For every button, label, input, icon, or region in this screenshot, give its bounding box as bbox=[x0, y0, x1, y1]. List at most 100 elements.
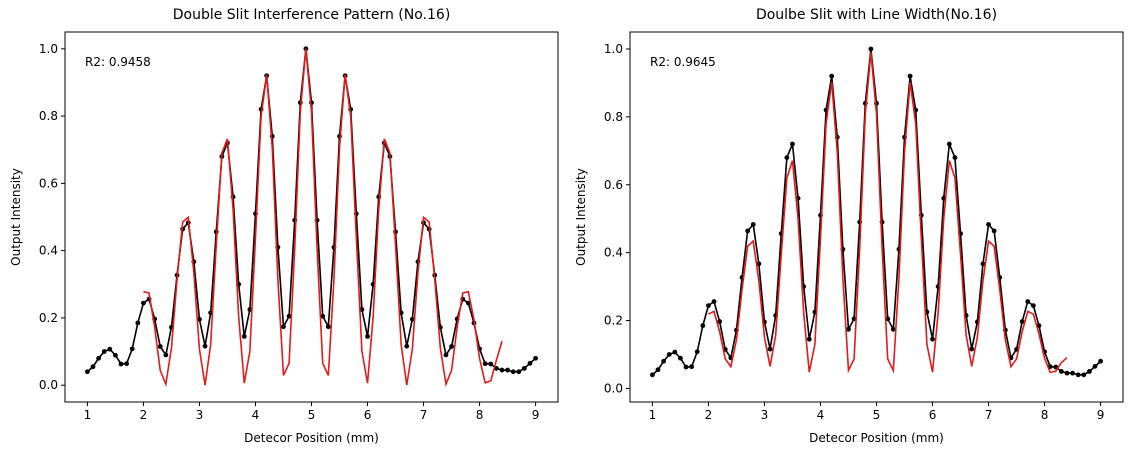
annotation: R2: 0.9645 bbox=[650, 55, 716, 69]
axes-frame bbox=[64, 31, 559, 403]
axes-frame bbox=[629, 31, 1124, 403]
data-point bbox=[745, 228, 751, 234]
data-point bbox=[488, 361, 494, 367]
data-point bbox=[930, 336, 935, 342]
y-tick-label: 0.4 bbox=[39, 244, 58, 258]
data-point bbox=[678, 355, 683, 361]
data-point bbox=[1058, 369, 1064, 374]
subplot: Doulbe Slit with Line Width(No.16) Deteco… bbox=[574, 7, 1124, 445]
subplot: Double Slit Interference Pattern (No.16)… bbox=[9, 7, 559, 445]
y-axis-label: Output Intensity bbox=[574, 168, 588, 266]
x-tick-label: 5 bbox=[873, 408, 881, 422]
data-point bbox=[85, 369, 90, 375]
data-point bbox=[672, 349, 678, 355]
series-line bbox=[651, 48, 1102, 376]
data-point bbox=[986, 222, 991, 227]
data-point bbox=[113, 352, 118, 358]
data-point bbox=[320, 313, 326, 319]
data-point bbox=[980, 261, 986, 267]
data-point bbox=[991, 228, 997, 234]
x-tick-label: 6 bbox=[929, 408, 937, 422]
data-point bbox=[694, 349, 700, 355]
data-point bbox=[1098, 358, 1103, 364]
data-point bbox=[1064, 370, 1070, 376]
y-axis-label: Output Intensity bbox=[9, 168, 23, 266]
data-point bbox=[449, 344, 454, 349]
y-tick-label: 0.0 bbox=[604, 381, 623, 395]
data-point bbox=[499, 367, 505, 373]
data-point bbox=[409, 316, 415, 322]
data-point bbox=[1025, 299, 1031, 304]
data-point bbox=[868, 46, 874, 52]
data-point bbox=[1081, 372, 1087, 378]
series-line bbox=[143, 48, 503, 388]
x-axis-label: Detecor Position (mm) bbox=[244, 431, 379, 445]
data-point bbox=[516, 369, 522, 375]
data-point bbox=[846, 326, 851, 332]
data-point bbox=[135, 320, 141, 326]
data-point bbox=[907, 73, 913, 79]
plot-area bbox=[650, 46, 1103, 378]
y-tick-label: 0.8 bbox=[604, 110, 623, 124]
y-tick-label: 1.0 bbox=[604, 42, 623, 56]
x-tick-label: 2 bbox=[705, 408, 713, 422]
data-point bbox=[1092, 363, 1098, 369]
data-point bbox=[521, 365, 527, 371]
y-tick-label: 0.6 bbox=[604, 178, 623, 192]
data-point bbox=[157, 344, 163, 349]
y-tick-label: 0.2 bbox=[604, 314, 623, 328]
data-point bbox=[890, 326, 896, 332]
data-point bbox=[655, 367, 661, 373]
data-point bbox=[90, 364, 96, 370]
data-point bbox=[1075, 372, 1081, 378]
data-point bbox=[1086, 369, 1092, 374]
data-point bbox=[661, 358, 667, 364]
data-point bbox=[163, 352, 169, 358]
data-point bbox=[1030, 303, 1036, 308]
data-point bbox=[756, 261, 762, 267]
x-tick-label: 2 bbox=[140, 408, 148, 422]
data-point bbox=[241, 334, 247, 339]
data-point bbox=[806, 336, 812, 342]
x-tick-label: 9 bbox=[1097, 408, 1105, 422]
data-point bbox=[124, 361, 130, 367]
data-point bbox=[1070, 370, 1075, 376]
data-point bbox=[706, 303, 711, 308]
data-point bbox=[767, 346, 773, 352]
x-tick-label: 5 bbox=[308, 408, 316, 422]
data-point bbox=[829, 73, 835, 79]
data-point bbox=[107, 346, 113, 352]
data-point bbox=[197, 316, 202, 322]
x-tick-label: 4 bbox=[252, 408, 260, 422]
data-point bbox=[325, 324, 331, 330]
y-tick-label: 0.4 bbox=[604, 246, 623, 260]
x-tick-label: 8 bbox=[1041, 408, 1049, 422]
data-point bbox=[650, 372, 655, 378]
data-point bbox=[286, 313, 292, 319]
data-point bbox=[96, 355, 102, 361]
x-tick-label: 3 bbox=[761, 408, 769, 422]
x-axis-label: Detecor Position (mm) bbox=[809, 431, 944, 445]
plot-area bbox=[85, 46, 538, 388]
data-point bbox=[700, 323, 706, 329]
data-point bbox=[202, 343, 208, 349]
x-tick-label: 7 bbox=[985, 408, 993, 422]
x-tick-label: 7 bbox=[420, 408, 428, 422]
data-point bbox=[129, 346, 135, 352]
data-point bbox=[365, 334, 370, 339]
data-point bbox=[689, 364, 695, 370]
data-point bbox=[505, 367, 510, 373]
annotation: R2: 0.9458 bbox=[85, 55, 151, 69]
data-point bbox=[443, 352, 449, 358]
data-point bbox=[750, 222, 756, 227]
data-point bbox=[101, 349, 107, 354]
y-tick-label: 0.6 bbox=[39, 176, 58, 190]
data-point bbox=[404, 343, 410, 349]
data-point bbox=[717, 319, 723, 324]
y-tick-label: 0.0 bbox=[39, 378, 58, 392]
data-point bbox=[510, 369, 516, 375]
x-tick-label: 6 bbox=[364, 408, 372, 422]
y-tick-label: 1.0 bbox=[39, 42, 58, 56]
x-tick-label: 4 bbox=[817, 408, 825, 422]
